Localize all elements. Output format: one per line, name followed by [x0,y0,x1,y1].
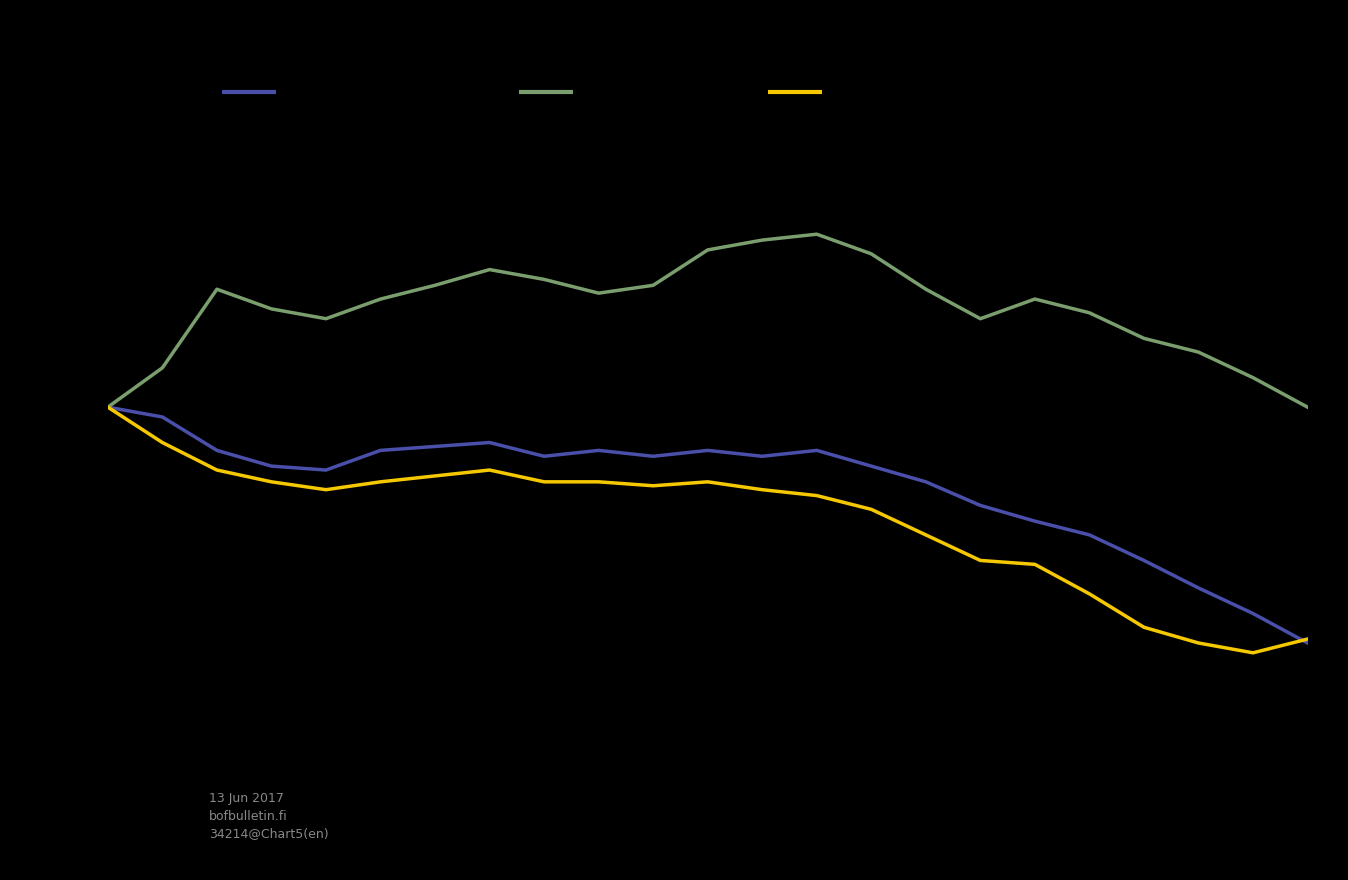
Text: Germany: Germany [586,84,663,101]
Text: Sweden: Sweden [836,84,902,101]
Text: bofbulletin.fi: bofbulletin.fi [209,810,287,823]
Text: Finland: Finland [290,84,349,101]
Text: 13 Jun 2017: 13 Jun 2017 [209,792,284,805]
Text: 34214@Chart5(en): 34214@Chart5(en) [209,827,329,840]
